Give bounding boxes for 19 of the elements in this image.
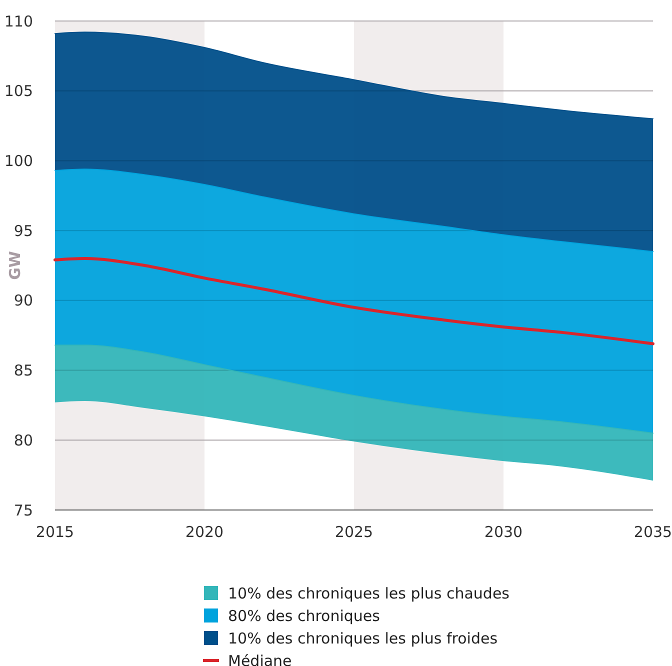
x-tick-label: 2035: [634, 523, 672, 541]
legend-label: 80% des chroniques: [228, 606, 380, 625]
x-tick-label: 2020: [185, 523, 224, 541]
y-tick-label: 100: [4, 152, 33, 170]
x-tick-label: 2030: [484, 523, 523, 541]
y-axis-title: GW: [6, 250, 24, 280]
y-tick-label: 105: [4, 82, 33, 100]
line-series: [54, 257, 654, 346]
legend-label: Médiane: [228, 652, 292, 666]
y-tick-label: 95: [14, 222, 33, 240]
legend-label: 10% des chroniques les plus froides: [228, 629, 498, 648]
x-tick-label: 2015: [36, 523, 74, 541]
legend-label: 10% des chroniques les plus chaudes: [228, 584, 510, 602]
y-tick-label: 80: [14, 431, 33, 450]
x-tick-label: 2025: [334, 523, 374, 541]
y-tick-label: 110: [4, 12, 33, 30]
y-tick-label: 75: [14, 501, 33, 520]
y-tick-label: 85: [14, 362, 33, 380]
y-tick-label: 90: [14, 292, 33, 310]
